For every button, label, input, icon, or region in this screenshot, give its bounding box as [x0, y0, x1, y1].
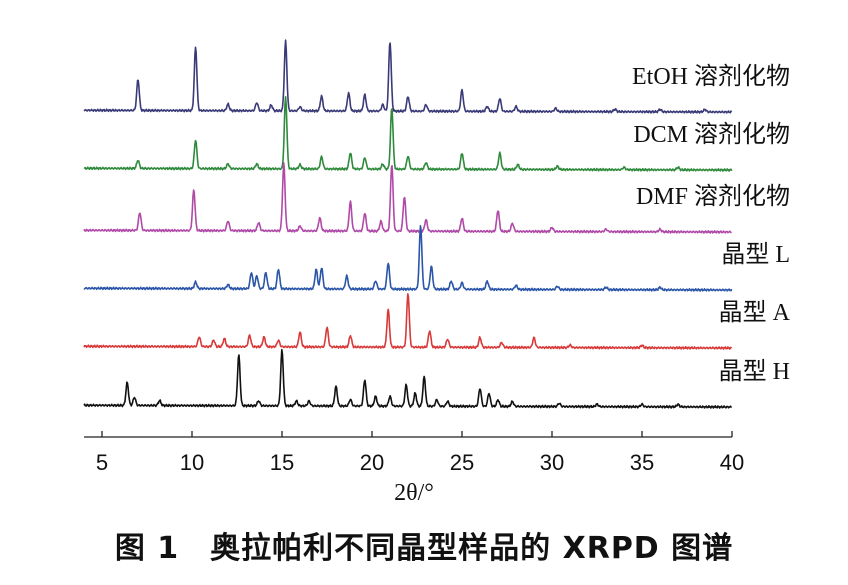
x-tick-label-15: 15	[270, 450, 294, 475]
x-tick-label-25: 25	[450, 450, 474, 475]
series-label-4: 晶型 L	[721, 241, 790, 268]
x-axis-label: 2θ/°	[394, 480, 434, 506]
series-layer	[83, 39, 733, 409]
series-label-6: 晶型 H	[719, 358, 790, 385]
x-tick-label-30: 30	[540, 450, 564, 475]
x-tick-label-5: 5	[96, 450, 108, 475]
x-tick-label-35: 35	[630, 450, 654, 475]
series-label-5: 晶型 A	[719, 299, 791, 326]
figure-caption: 图 1 奥拉帕利不同晶型样品的 XRPD 图谱	[114, 531, 734, 566]
series-line-3	[83, 161, 732, 234]
series-line-1	[83, 39, 733, 114]
series-line-5	[83, 293, 733, 350]
x-ticks: 5 10 15 20 25 30 35 40	[96, 431, 744, 475]
x-tick-label-10: 10	[180, 450, 204, 475]
series-label-2: DCM 溶剂化物	[633, 121, 790, 148]
series-line-4	[83, 224, 733, 292]
series-line-2	[83, 96, 733, 172]
series-line-6	[83, 348, 733, 409]
x-tick-label-20: 20	[360, 450, 384, 475]
series-label-1: EtOH 溶剂化物	[632, 63, 790, 90]
x-tick-label-40: 40	[720, 450, 744, 475]
series-label-3: DMF 溶剂化物	[636, 183, 790, 210]
